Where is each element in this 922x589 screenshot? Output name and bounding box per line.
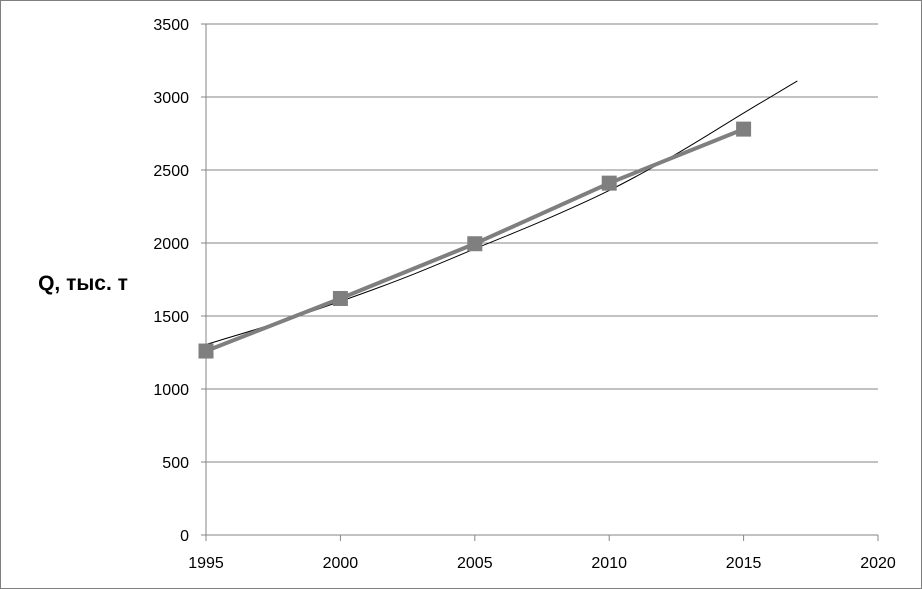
x-tick-label-2000: 2000: [323, 555, 359, 572]
data-point-1995: [198, 343, 214, 359]
x-tick-label-2015: 2015: [726, 555, 762, 572]
axes: [201, 23, 879, 541]
data-point-2000: [332, 290, 348, 306]
y-tick-label-500: 500: [162, 455, 189, 472]
x-tick-label-2010: 2010: [591, 555, 627, 572]
y-tick-label-0: 0: [180, 528, 189, 545]
grid-lines: [206, 23, 878, 463]
y-tick-label-2000: 2000: [153, 236, 189, 253]
data-point-2010: [601, 175, 617, 191]
x-tick-label-1995: 1995: [188, 555, 224, 572]
y-axis-label: Q, тыс. т: [38, 272, 128, 295]
data-point-2005: [467, 236, 483, 252]
x-tick-label-2005: 2005: [457, 555, 493, 572]
y-tick-labels: 0 500 1000 1500 2000 2500 3000 3500: [153, 17, 189, 545]
y-tick-label-1000: 1000: [153, 382, 189, 399]
y-tick-label-3500: 3500: [153, 17, 189, 34]
y-tick-label-3000: 3000: [153, 90, 189, 107]
series-group: [198, 80, 798, 359]
trendline: [205, 80, 798, 345]
y-tick-label-2500: 2500: [153, 163, 189, 180]
x-tick-labels: 1995 2000 2005 2010 2015 2020: [188, 555, 896, 572]
data-point-2015: [736, 121, 752, 137]
y-tick-label-1500: 1500: [153, 309, 189, 326]
x-tick-label-2020: 2020: [860, 555, 896, 572]
